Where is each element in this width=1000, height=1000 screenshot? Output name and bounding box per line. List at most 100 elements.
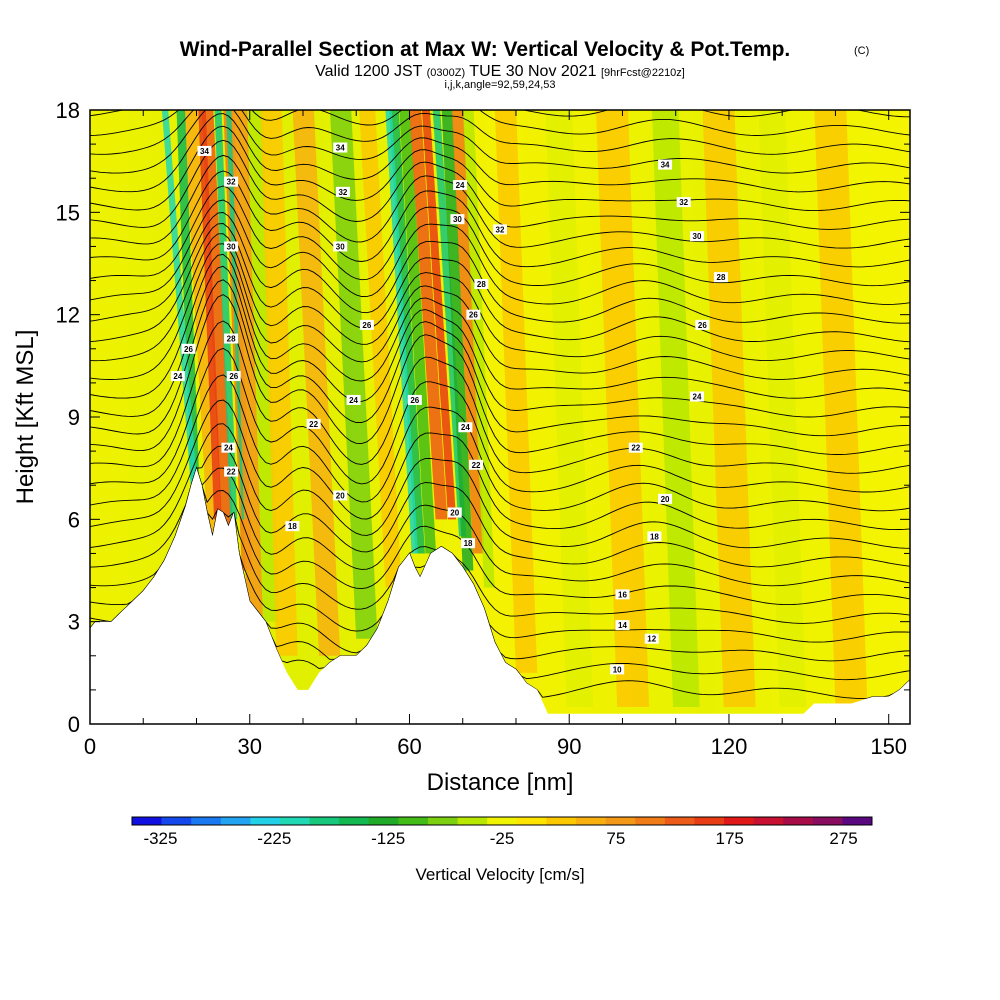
contour-label-text: 24 — [349, 396, 358, 405]
colorbar-swatch — [457, 817, 488, 825]
contour-label-text: 24 — [173, 372, 182, 381]
contour-label: 30 — [450, 214, 465, 225]
contour-label: 30 — [690, 231, 705, 242]
contour-label-box — [469, 459, 484, 470]
contour-label-box — [690, 231, 705, 242]
colorbar-swatch — [220, 817, 251, 825]
isentrope-line — [90, 125, 910, 212]
contour-label-box — [461, 538, 476, 549]
velocity-band — [545, 110, 594, 707]
contour-label: 34 — [658, 159, 673, 170]
copyright-mark: (C) — [854, 45, 869, 57]
colorbar-tick-label: 275 — [829, 829, 857, 848]
velocity-band — [421, 110, 457, 520]
velocity-band — [441, 110, 474, 571]
contour-label-text: 30 — [336, 242, 345, 251]
contour-label: 28 — [474, 278, 489, 289]
contour-label-text: 20 — [661, 495, 670, 504]
contour-label-box — [610, 664, 625, 675]
colorbar-swatch — [812, 817, 843, 825]
contour-label-text: 24 — [693, 393, 702, 402]
colorbar-swatch — [635, 817, 666, 825]
colorbar-swatch — [398, 817, 429, 825]
velocity-band — [494, 110, 538, 673]
velocity-band — [260, 110, 298, 656]
isentrope-line — [90, 199, 910, 305]
contour-label-text: 24 — [224, 444, 233, 453]
contour-label: 22 — [224, 466, 239, 477]
contour-label: 32 — [493, 224, 507, 235]
velocity-band — [651, 110, 700, 707]
colorbar-swatch — [516, 817, 547, 825]
x-tick-label: 150 — [870, 734, 907, 759]
colorbar-swatch — [664, 817, 695, 825]
contour-label: 22 — [628, 442, 643, 453]
contour-label-text: 32 — [679, 198, 688, 207]
colorbar: -325 -225 -125 -25 75 175 275 — [131, 816, 873, 848]
contour-label: 30 — [333, 241, 348, 252]
contour-label-box — [224, 241, 239, 252]
contour-label-box — [695, 319, 710, 330]
contour-label-box — [224, 333, 239, 344]
axes: 0 30 60 90 120 150 0 3 6 9 12 15 18 — [56, 98, 910, 759]
contour-label-text: 26 — [698, 321, 707, 330]
contour-label: 28 — [224, 333, 239, 344]
contour-label-box — [450, 214, 465, 225]
contour-label: 30 — [224, 241, 239, 252]
contour-label-box — [226, 371, 241, 382]
contour-label: 20 — [447, 507, 462, 518]
contour-label-text: 22 — [227, 468, 236, 477]
contour-label-text: 26 — [229, 372, 238, 381]
velocity-band — [385, 110, 418, 554]
contour-label: 22 — [306, 418, 321, 429]
contour-label-text: 10 — [613, 665, 622, 674]
x-tick-label: 0 — [84, 734, 96, 759]
colorbar-swatch — [605, 817, 636, 825]
contour-label: 24 — [458, 422, 473, 433]
velocity-band — [409, 110, 448, 520]
subtitle-date: TUE 30 Nov 2021 — [469, 63, 596, 80]
velocity-band — [198, 110, 222, 520]
plot-area: 34 34 34 32 32 32 32 24 30 30 30 30 28 28 26 26 26 28 26 24… — [90, 110, 910, 724]
isentrope-line — [90, 347, 910, 493]
contour-label-text: 30 — [453, 215, 462, 224]
contour-label-text: 34 — [336, 144, 345, 153]
contour-label-box — [335, 186, 350, 197]
y-tick-label: 12 — [56, 303, 80, 328]
contour-label-box — [658, 493, 673, 504]
contour-label: 32 — [676, 197, 691, 208]
contour-label-box — [644, 633, 659, 644]
colorbar-tick-label: -25 — [490, 829, 515, 848]
contour-label-text: 22 — [631, 444, 640, 453]
velocity-band — [399, 110, 437, 554]
y-tick-label: 15 — [56, 200, 80, 225]
contour-label-box — [181, 343, 196, 354]
contour-label: 32 — [224, 176, 239, 187]
contour-label-text: 28 — [717, 273, 726, 282]
contour-label-box — [474, 278, 489, 289]
contour-label-box — [333, 142, 348, 153]
contour-label-box — [224, 176, 239, 187]
isentrope-line — [90, 110, 910, 136]
contour-label: 20 — [658, 493, 673, 504]
isentrope-line — [90, 212, 910, 324]
y-tick-label: 0 — [68, 712, 80, 737]
contour-label-box — [628, 442, 643, 453]
colorbar-swatch — [368, 817, 399, 825]
contour-label: 24 — [221, 442, 236, 453]
isentrope-line — [90, 185, 910, 287]
contour-label-box — [453, 180, 468, 191]
contour-label: 24 — [690, 391, 705, 402]
contour-label: 26 — [695, 319, 710, 330]
contour-label: 34 — [197, 145, 212, 156]
contour-label-text: 22 — [472, 461, 481, 470]
contour-label-text: 18 — [288, 522, 297, 531]
contour-label-text: 28 — [227, 335, 236, 344]
isentrope-line — [90, 170, 910, 268]
terrain-mask — [90, 468, 910, 724]
isentrope-line — [90, 110, 910, 118]
colorbar-swatch — [842, 817, 873, 825]
contour-label: 18 — [285, 521, 300, 532]
contour-label-text: 34 — [200, 147, 209, 156]
contour-label-text: 24 — [456, 181, 465, 190]
